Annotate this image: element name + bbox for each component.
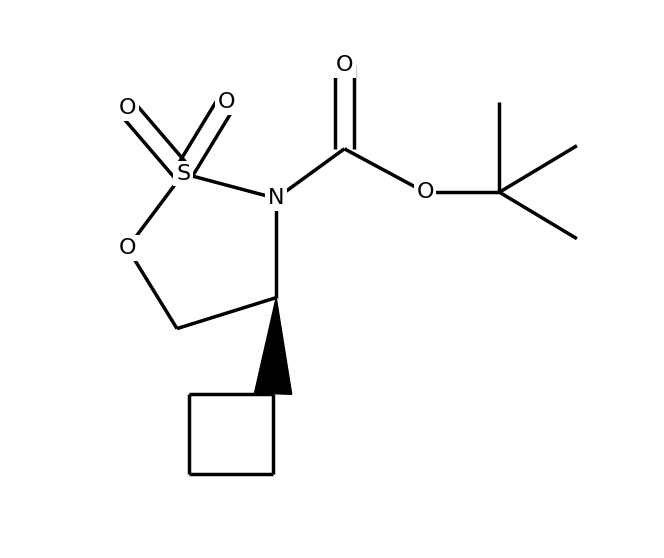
Text: O: O [119, 99, 136, 118]
Text: O: O [119, 238, 136, 258]
Text: O: O [218, 92, 235, 112]
Text: O: O [335, 55, 353, 75]
Text: O: O [416, 182, 434, 202]
Text: N: N [268, 189, 284, 208]
Text: S: S [176, 163, 191, 184]
Polygon shape [254, 297, 291, 395]
